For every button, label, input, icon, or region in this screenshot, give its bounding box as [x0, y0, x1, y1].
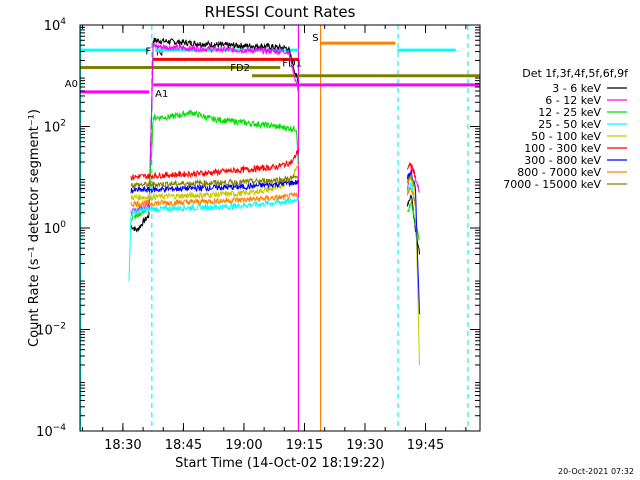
y-axis-label: Count Rate (s⁻¹ detector segment⁻¹)	[27, 109, 42, 347]
series-line-3-1	[407, 181, 416, 204]
series-line-5-1	[406, 162, 416, 178]
x-tick-label-5: 19:45	[407, 438, 444, 453]
timestamp: 20-Oct-2021 07:32	[558, 467, 634, 476]
legend-label-0: 3 - 6 keV	[552, 82, 601, 95]
x-tick-label-1: 18:45	[165, 438, 202, 453]
series-line-5-0	[130, 149, 299, 181]
series-line-2-1	[406, 199, 420, 242]
plot-area: N S F FD1 FD2 A0 A1	[65, 25, 480, 431]
y-tick-label-4: 104	[44, 17, 67, 34]
flag-label-3: FD1	[282, 59, 302, 70]
flag-label-6: A1	[155, 89, 168, 100]
x-tick-label-0: 18:30	[104, 438, 141, 453]
series-line-4-0	[130, 164, 299, 201]
series-line-8-1	[406, 173, 416, 189]
y-tick-label-3: 102	[44, 119, 66, 136]
series-line-2-0	[130, 109, 299, 222]
series-line-3-0	[128, 197, 299, 282]
series-line-6-0	[130, 179, 299, 194]
legend-label-1: 6 - 12 keV	[545, 94, 601, 107]
chart-title: RHESSI Count Rates	[205, 3, 356, 21]
series-line-1-0	[130, 42, 299, 217]
legend-label-2: 12 - 25 keV	[538, 106, 601, 119]
flag-label-2: F	[145, 46, 151, 57]
series-line-7-1	[406, 186, 416, 207]
y-tick-label-2: 100	[44, 220, 67, 237]
legend-label-8: 7000 - 15000 keV	[503, 178, 601, 191]
flag-label-5: A0	[65, 79, 78, 90]
series-line-8-0	[130, 173, 299, 190]
y-tick-label-1: 10−2	[36, 322, 66, 339]
marker-label-0: N	[156, 48, 163, 59]
x-tick-label-4: 19:30	[346, 438, 383, 453]
legend-label-4: 50 - 100 keV	[531, 130, 601, 143]
legend-label-3: 25 - 50 keV	[538, 118, 601, 131]
legend-title: Det 1f,3f,4f,5f,6f,9f	[522, 67, 629, 80]
flag-label-4: FD2	[230, 63, 250, 74]
legend-label-7: 800 - 7000 keV	[517, 166, 601, 179]
legend-label-5: 100 - 300 keV	[524, 142, 601, 155]
x-tick-label-3: 19:15	[286, 438, 323, 453]
axes: 18:30 18:45 19:00 19:15 19:30 19:45 10−4 10−2 10…	[36, 17, 480, 453]
x-tick-label-2: 19:00	[225, 438, 262, 453]
x-axis-label: Start Time (14-Oct-02 18:19:22)	[175, 456, 385, 471]
series-line-7-0	[130, 191, 299, 209]
legend-label-6: 300 - 800 keV	[524, 154, 601, 167]
series-line-0-0	[130, 37, 299, 233]
y-tick-label-0: 10−4	[36, 423, 66, 440]
flag-label-1: S	[312, 33, 318, 44]
